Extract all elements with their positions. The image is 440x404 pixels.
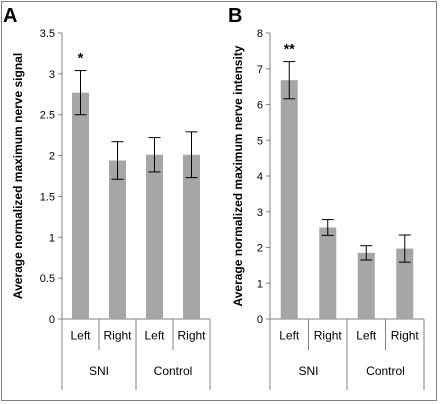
panel-b-category-label-3: Left: [356, 329, 377, 343]
panel-b-bar-4: [396, 248, 414, 319]
panel-b-y-tick-label: 1: [257, 278, 263, 290]
panel-b-y-tick-label: 3: [257, 207, 263, 219]
panel-a-category-label-4: Right: [177, 329, 206, 343]
panel-a-y-tick-label: 0.5: [40, 273, 55, 285]
panel-a-category-label-2: Right: [103, 329, 132, 343]
panel-a-category-label-1: Left: [70, 329, 91, 343]
panel-b-category-label-2: Right: [314, 329, 343, 343]
panel-b-y-label: Average normalized maximum nerve intensi…: [231, 45, 245, 306]
panel-a-y-label: Average normalized maximum nerve signal: [11, 53, 25, 299]
panel-a-category-label-3: Left: [144, 329, 165, 343]
panel-b-significance-1: **: [284, 41, 295, 57]
panel-a-y-tick-label: 1: [49, 232, 55, 244]
panel-b-y-tick-label: 7: [257, 64, 263, 76]
panel-a-y-tick-label: 2: [49, 151, 55, 163]
panel-a-bar-4: [183, 154, 200, 319]
panel-b-category-label-4: Right: [391, 329, 420, 343]
panel-b-category-label-1: Left: [279, 329, 300, 343]
panel-a-y-tick-label: 3: [49, 69, 55, 81]
panel-b-y-tick-label: 2: [257, 243, 263, 255]
panel-a-y-tick-label: 1.5: [40, 191, 55, 203]
panel-b-bar-2: [319, 227, 337, 319]
panel-b-y-tick-label: 5: [257, 135, 263, 147]
panel-b-bar-1: [280, 80, 298, 319]
panel-a-group-label-2: Control: [154, 364, 193, 378]
panel-b-group-label-2: Control: [366, 364, 405, 378]
panel-b-label: B: [228, 5, 242, 27]
panel-a-y-tick-label: 2.5: [40, 110, 55, 122]
panel-a-label: A: [3, 5, 17, 27]
panel-b-y-tick-label: 8: [257, 28, 263, 40]
panel-a-significance-1: *: [78, 50, 84, 66]
panel-a-group-label-1: SNI: [89, 364, 109, 378]
panel-b-y-tick-label: 0: [257, 314, 263, 326]
panel-a-bar-1: [72, 92, 89, 319]
panel-a-y-tick-label: 3.5: [40, 28, 55, 40]
panel-b-group-label-1: SNI: [298, 364, 318, 378]
panel-a-bar-3: [146, 154, 163, 319]
panel-b-bar-3: [357, 252, 375, 319]
panel-a-bar-2: [109, 160, 126, 319]
panel-b-y-tick-label: 6: [257, 100, 263, 112]
panel-a-y-tick-label: 0: [49, 314, 55, 326]
panel-b-y-tick-label: 4: [257, 171, 263, 183]
